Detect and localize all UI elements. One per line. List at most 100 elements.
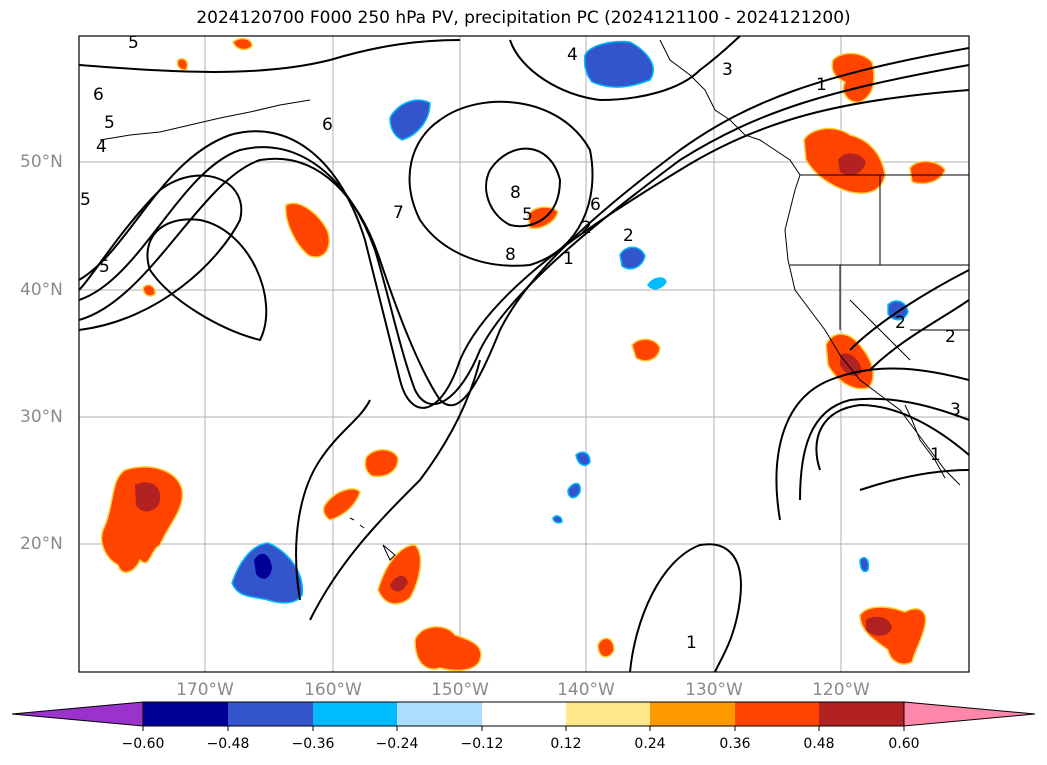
precip-blob xyxy=(414,626,482,672)
colorbar-tick: −0.24 xyxy=(375,736,419,752)
colorbar-extend-left xyxy=(11,701,144,727)
contour-label: 3 xyxy=(950,400,961,420)
pv-contour xyxy=(799,397,969,501)
colorbar-bin xyxy=(735,702,819,726)
lon-label-170w: 170°W xyxy=(176,680,234,700)
contour-label: 8 xyxy=(505,245,516,265)
precip-blob xyxy=(135,482,161,512)
contour-label: 1 xyxy=(563,249,574,269)
pv-contour xyxy=(408,100,594,267)
precip-blob xyxy=(859,606,927,665)
pv-contour xyxy=(629,543,742,672)
precip-positive xyxy=(101,37,946,672)
contour-label: 6 xyxy=(322,115,333,135)
pv-contour xyxy=(859,469,969,491)
coastline-aleutians xyxy=(99,99,311,141)
pv-contour xyxy=(79,89,969,409)
lon-label-140w: 140°W xyxy=(557,680,615,700)
contour-label: 2 xyxy=(623,226,634,246)
map-title: 2024120700 F000 250 hPa PV, precipitatio… xyxy=(196,8,851,28)
contour-label: 5 xyxy=(99,257,110,277)
colorbar-bin xyxy=(566,702,650,726)
colorbar-tick: 0.36 xyxy=(719,736,751,752)
colorbar-tick: 0.48 xyxy=(803,736,835,752)
pv-contour xyxy=(815,403,969,471)
precip-blob xyxy=(389,99,431,141)
lat-label-30n: 30°N xyxy=(20,407,63,427)
lat-label-50n: 50°N xyxy=(20,152,63,172)
contour-label: 5 xyxy=(128,33,139,53)
lon-label-150w: 150°W xyxy=(431,680,489,700)
precip-blob xyxy=(840,353,862,377)
precip-blob xyxy=(322,488,361,521)
precip-blob xyxy=(866,616,892,636)
map-frame xyxy=(78,35,970,673)
lat-label-20n: 20°N xyxy=(20,534,63,554)
coastlines xyxy=(99,39,969,561)
precip-blob xyxy=(232,37,253,51)
lon-label-120w: 120°W xyxy=(812,680,870,700)
precip-blob xyxy=(619,246,646,270)
contour-label: 5 xyxy=(104,113,115,133)
colorbar-tick: −0.36 xyxy=(291,736,335,752)
colorbar-tick: 0.24 xyxy=(634,736,666,752)
colorbar-extend-right xyxy=(903,701,1036,727)
contour-label: 1 xyxy=(686,633,697,653)
precip-blob xyxy=(364,449,399,478)
pv-contour xyxy=(309,359,481,621)
precip-blob xyxy=(390,575,408,592)
contour-label: 1 xyxy=(930,445,941,465)
colorbar-tick: 0.12 xyxy=(550,736,582,752)
colorbar-bin xyxy=(313,702,397,726)
contour-label: 2 xyxy=(895,313,906,333)
contour-label: 5 xyxy=(522,205,533,225)
colorbar-bin xyxy=(650,702,735,726)
precip-blob xyxy=(377,544,422,605)
pv-contour xyxy=(79,64,969,406)
pv-contour xyxy=(79,39,461,73)
precip-negative xyxy=(231,40,909,604)
lat-label-40n: 40°N xyxy=(20,280,63,300)
precip-blob xyxy=(631,338,661,362)
colorbar-tick: −0.48 xyxy=(206,736,250,752)
colorbar-tick: 0.60 xyxy=(888,736,920,752)
precip-blob xyxy=(142,284,156,297)
lon-label-160w: 160°W xyxy=(304,680,362,700)
contour-label: 3 xyxy=(722,60,733,80)
contour-label: 4 xyxy=(567,45,578,65)
precip-blob xyxy=(859,557,870,573)
colorbar xyxy=(11,701,1036,731)
contour-label: 6 xyxy=(590,195,601,215)
precip-blob xyxy=(647,277,667,290)
precip-blob xyxy=(831,52,875,103)
colorbar-bin xyxy=(819,702,904,726)
colorbar-tick: −0.12 xyxy=(460,736,504,752)
contour-label: 2 xyxy=(945,327,956,347)
pv-contour xyxy=(509,36,741,102)
map-plot-area: 5 6 5 4 5 5 6 7 8 8 5 4 3 1 6 2 1 2 2 2 … xyxy=(79,33,969,672)
precip-blob xyxy=(254,553,272,579)
colorbar-bin xyxy=(228,702,313,726)
contour-label: 6 xyxy=(93,85,104,105)
coastline-baja xyxy=(904,404,946,479)
pv-contour xyxy=(485,147,562,228)
pv-contour xyxy=(775,367,969,521)
pv-contour xyxy=(849,269,969,351)
precip-blob xyxy=(575,451,591,467)
contour-label: 7 xyxy=(393,203,404,223)
pv-contour xyxy=(295,399,371,601)
precip-blob xyxy=(176,58,189,71)
pv-contours xyxy=(79,36,969,672)
colorbar-bin xyxy=(397,702,482,726)
precip-blob xyxy=(285,202,330,258)
colorbar-bin xyxy=(482,702,566,726)
precip-blob xyxy=(567,482,581,499)
precip-blob xyxy=(101,466,184,574)
colorbar-bin xyxy=(143,702,228,726)
colorbar-outline xyxy=(142,701,905,727)
contour-labels: 5 6 5 4 5 5 6 7 8 8 5 4 3 1 6 2 1 2 2 2 … xyxy=(80,33,961,653)
coastline-north-america xyxy=(784,174,961,486)
border-states xyxy=(790,175,969,361)
precip-blob xyxy=(583,40,654,88)
